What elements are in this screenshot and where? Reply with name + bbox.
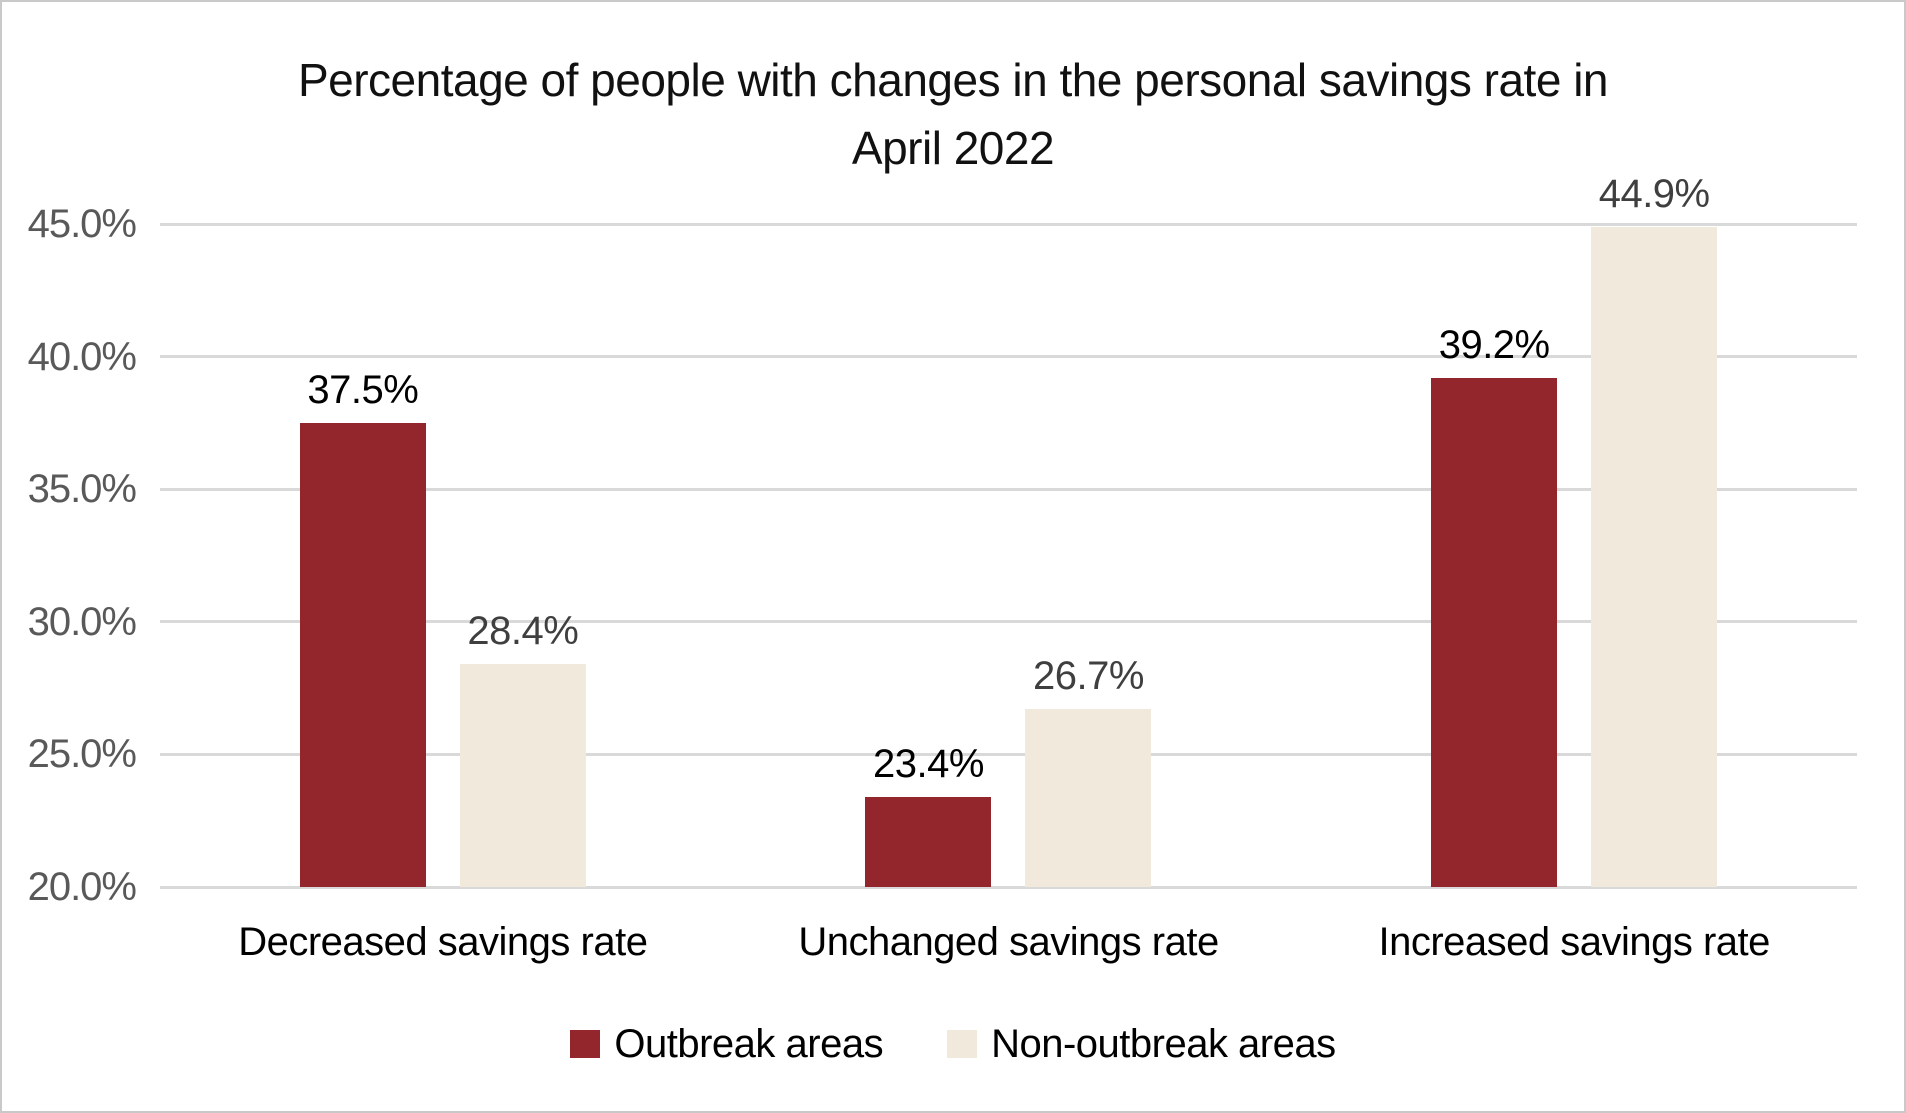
gridline [160,222,1857,226]
ytick-label: 20.0% [27,865,137,909]
bar-data-label: 37.5% [307,367,419,412]
gridline [160,885,1857,889]
bar-non-outbreak: 28.4% [459,609,586,887]
gridline [160,487,1857,491]
chart-title-line-2: April 2022 [851,122,1055,174]
bar-non-outbreak: 44.9% [1591,172,1718,887]
legend-label-outbreak: Outbreak areas [614,1021,884,1066]
bar-outbreak: 23.4% [865,742,992,887]
ytick-label: 45.0% [27,202,137,246]
legend-label-non-outbreak: Non-outbreak areas [991,1021,1336,1066]
legend: Outbreak areas Non-outbreak areas [2,1020,1904,1068]
bar-group: 37.5% 28.4% [160,224,726,887]
bar-data-label: 28.4% [467,609,579,654]
ytick-label: 40.0% [27,334,137,379]
ytick-label: 35.0% [27,467,137,512]
gridline [160,620,1857,624]
bar-outbreak: 39.2% [1431,323,1558,887]
bar-non-outbreak: 26.7% [1025,654,1152,887]
category-label: Unchanged savings rate [798,920,1219,964]
legend-item-outbreak: Outbreak areas [570,1021,884,1067]
chart-title: Percentage of people with changes in the… [2,46,1904,182]
bar-data-label: 23.4% [873,741,984,786]
bar-group: 23.4% 26.7% [726,224,1292,887]
y-axis: 20.0% 25.0% 30.0% 35.0% 40.0% 45.0% [2,203,142,908]
legend-swatch-non-outbreak-icon [947,1030,978,1058]
bar-data-label: 39.2% [1438,322,1550,367]
gridline [160,355,1857,359]
bar-group: 39.2% 44.9% [1291,172,1857,887]
chart-title-line-1: Percentage of people with changes in the… [297,54,1609,106]
bar-data-label: 26.7% [1033,654,1144,699]
bar-data-label: 44.9% [1598,171,1710,216]
category-label: Increased savings rate [1378,920,1770,964]
gridline [160,752,1857,756]
ytick-label: 25.0% [27,732,137,777]
category-axis: Decreased savings rate Unchanged savings … [160,920,1857,965]
legend-item-non-outbreak: Non-outbreak areas [947,1022,1336,1067]
legend-swatch-outbreak-icon [570,1030,601,1058]
category-label: Decreased savings rate [238,920,648,964]
ytick-label: 30.0% [27,599,137,644]
plot-area: 37.5% 28.4% 23.4% 26.7% 39.2% 44.9% [160,172,1857,889]
bar-outbreak: 37.5% [299,368,426,887]
